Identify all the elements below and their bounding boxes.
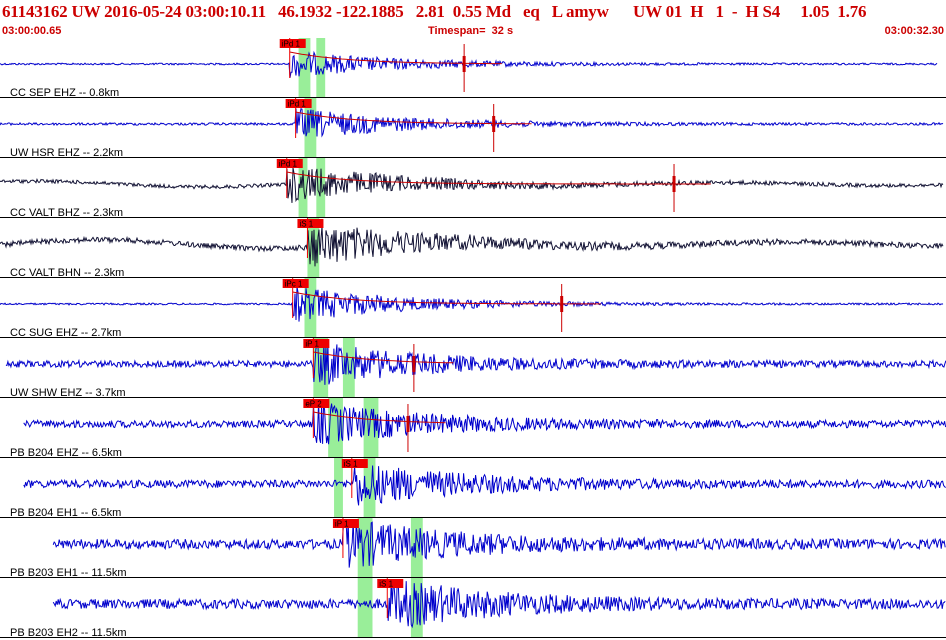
station-label: CC SEP EHZ -- 0.8km bbox=[10, 87, 119, 99]
pick-label: eP 2 bbox=[305, 400, 322, 409]
coda-tick bbox=[406, 416, 410, 432]
waveform-line bbox=[0, 286, 944, 322]
pick-label: iS 1 bbox=[299, 220, 313, 229]
station-label: PB B204 EH1 -- 6.5km bbox=[10, 507, 121, 519]
pick-tag bbox=[303, 339, 330, 348]
pick-label: iPd 1 bbox=[279, 160, 298, 169]
header: 61143162 UW 2016-05-24 03:00:10.11 46.19… bbox=[0, 0, 946, 38]
start-time: 03:00:00.65 bbox=[2, 25, 62, 37]
pick-tag bbox=[282, 279, 309, 288]
pick-label: iS 1 bbox=[344, 460, 358, 469]
waveform-line bbox=[52, 518, 946, 568]
waveform-line bbox=[52, 579, 946, 629]
phase-window bbox=[298, 158, 308, 218]
pick-tag bbox=[279, 39, 306, 48]
waveform-line bbox=[0, 50, 938, 78]
trace-row: iS 1 PB B204 EH1 -- 6.5km bbox=[0, 458, 946, 519]
phase-window bbox=[334, 458, 343, 518]
trace-row: iPc 1 CC SUG EHZ -- 2.7km bbox=[0, 278, 946, 339]
pick-label: iS 1 bbox=[379, 580, 393, 589]
seismogram-panel: iPd 1 CC SEP EHZ -- 0.8km iPd 1 UW HSR EHZ … bbox=[0, 38, 946, 639]
station-label: CC SUG EHZ -- 2.7km bbox=[10, 327, 121, 339]
pick-tag bbox=[332, 519, 359, 528]
pick-tag bbox=[297, 219, 324, 228]
pick-label: iPd 1 bbox=[282, 40, 301, 49]
phase-window bbox=[410, 518, 423, 578]
coda-curve bbox=[292, 291, 601, 305]
coda-tick bbox=[492, 116, 496, 132]
phase-window bbox=[363, 458, 376, 518]
trace-row: iPd 1 UW HSR EHZ -- 2.2km bbox=[0, 98, 946, 159]
waveform-line bbox=[0, 226, 944, 267]
waveform-line bbox=[0, 107, 944, 138]
trace-row: iP 1 UW SHW EHZ -- 3.7km bbox=[0, 338, 946, 399]
coda-tick bbox=[412, 356, 416, 372]
phase-window bbox=[328, 398, 343, 458]
pick-tag bbox=[303, 399, 330, 408]
coda-curve bbox=[289, 51, 502, 65]
trace-row: iPd 1 CC VALT BHZ -- 2.3km bbox=[0, 158, 946, 219]
station-label: PB B204 EHZ -- 6.5km bbox=[10, 447, 122, 459]
pick-label: iPc 1 bbox=[285, 280, 303, 289]
waveform-line bbox=[23, 465, 946, 506]
coda-curve bbox=[313, 411, 446, 424]
phase-window bbox=[316, 38, 326, 98]
phase-window bbox=[304, 98, 317, 158]
station-label: CC VALT BHN -- 2.3km bbox=[10, 267, 124, 279]
waveform-line bbox=[5, 342, 946, 385]
coda-tick bbox=[560, 296, 564, 312]
trace-row: iPd 1 CC SEP EHZ -- 0.8km bbox=[0, 38, 946, 99]
waveform-line bbox=[0, 167, 944, 203]
pick-label: iPd 1 bbox=[288, 100, 307, 109]
pick-label: iP 1 bbox=[335, 520, 349, 529]
station-label: PB B203 EH2 -- 11.5km bbox=[10, 627, 127, 639]
pick-tag bbox=[377, 579, 404, 588]
phase-window bbox=[363, 398, 379, 458]
trace-row: iS 1 PB B203 EH2 -- 11.5km bbox=[0, 578, 946, 639]
waveform-line bbox=[23, 401, 946, 445]
trace-row: iP 1 PB B203 EH1 -- 11.5km bbox=[0, 518, 946, 579]
timespan-label: Timespan= 32 s bbox=[428, 25, 514, 37]
event-title: 61143162 UW 2016-05-24 03:00:10.11 46.19… bbox=[2, 2, 867, 21]
trace-row: eP 2 PB B204 EHZ -- 6.5km bbox=[0, 398, 946, 459]
station-label: UW HSR EHZ -- 2.2km bbox=[10, 147, 123, 159]
pick-tag bbox=[285, 99, 312, 108]
coda-curve bbox=[286, 171, 711, 185]
pick-tag bbox=[341, 459, 368, 468]
coda-curve bbox=[313, 351, 454, 364]
station-label: PB B203 EH1 -- 11.5km bbox=[10, 567, 127, 579]
pick-label: iP 1 bbox=[305, 340, 319, 349]
pick-tag bbox=[276, 159, 303, 168]
trace-row: iS 1 CC VALT BHN -- 2.3km bbox=[0, 218, 946, 279]
station-label: CC VALT BHZ -- 2.3km bbox=[10, 207, 123, 219]
end-time: 03:00:32.30 bbox=[884, 25, 944, 37]
phase-window bbox=[357, 578, 373, 638]
coda-tick bbox=[462, 56, 466, 72]
coda-tick bbox=[672, 176, 676, 192]
station-label: UW SHW EHZ -- 3.7km bbox=[10, 387, 126, 399]
